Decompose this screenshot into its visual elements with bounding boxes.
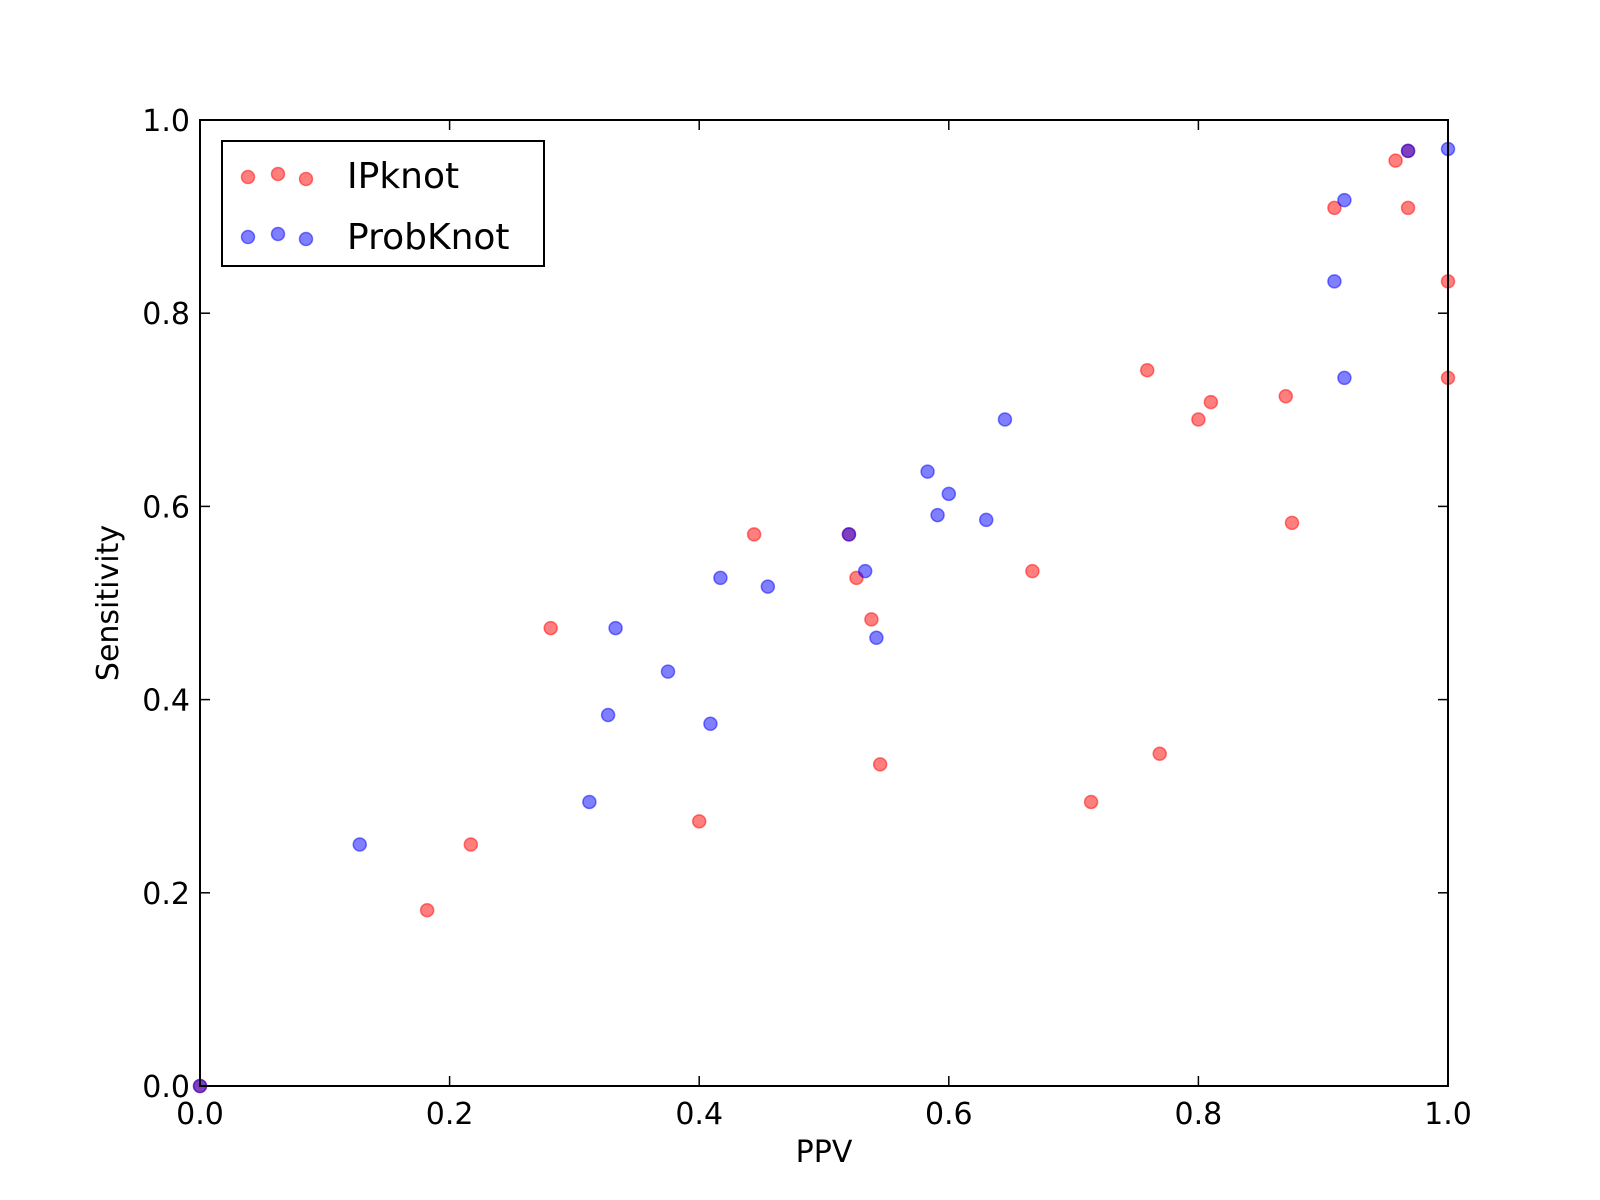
legend-marker-probknot: [298, 231, 314, 247]
x-tick-label: 0.4: [675, 1097, 723, 1132]
legend-marker-ipknot: [298, 171, 314, 187]
data-point-probknot: [352, 837, 367, 852]
legend-label-probknot: ProbKnot: [347, 217, 510, 258]
data-point-ipknot: [543, 620, 558, 636]
legend-marker-ipknot: [270, 166, 286, 182]
legend-label-ipknot: IPknot: [347, 156, 459, 197]
data-point-ipknot: [1191, 412, 1206, 427]
data-point-ipknot: [864, 612, 879, 627]
data-point-probknot: [582, 794, 597, 810]
data-point-probknot: [997, 412, 1013, 427]
data-point-probknot: [841, 527, 857, 542]
data-point-probknot: [1400, 143, 1416, 159]
data-point-probknot: [713, 570, 728, 586]
x-tick-label: 0.2: [426, 1097, 474, 1132]
data-point-probknot: [978, 512, 994, 528]
data-point-ipknot: [1152, 746, 1167, 761]
y-tick-label: 0.2: [142, 877, 190, 912]
y-tick-label: 0.0: [142, 1070, 190, 1105]
data-point-ipknot: [1284, 515, 1300, 531]
data-point-probknot: [1337, 370, 1352, 386]
series-probknot: [192, 141, 1456, 1094]
data-point-probknot: [857, 563, 873, 579]
ticks-layer: 0.0 0.2 0.4 0.6 0.8 1.0 0.0 0.2 0.4 0.6 0.8 1.0: [142, 104, 1472, 1132]
data-point-probknot: [941, 486, 957, 502]
legend-marker-probknot: [270, 226, 286, 242]
legend-frame: [221, 140, 545, 267]
x-tick-label: 1.0: [1424, 1097, 1472, 1132]
data-point-probknot: [703, 716, 718, 731]
data-point-ipknot: [1327, 200, 1342, 216]
data-point-ipknot: [1388, 153, 1403, 168]
data-point-probknot: [930, 507, 945, 523]
data-point-ipknot: [872, 757, 888, 772]
data-point-probknot: [1337, 192, 1352, 208]
x-tick-label: 0.0: [176, 1097, 224, 1132]
points-layer: [192, 141, 1456, 1094]
y-tick-label: 0.4: [142, 684, 190, 719]
data-point-probknot: [608, 620, 623, 636]
y-tick-label: 0.8: [142, 297, 190, 332]
data-point-ipknot: [691, 814, 707, 829]
y-tick-label: 0.6: [142, 490, 190, 525]
data-point-ipknot: [1025, 563, 1040, 579]
legend: IPknot ProbKnot: [221, 140, 545, 267]
data-point-probknot: [920, 464, 935, 479]
legend-marker-probknot: [240, 229, 256, 245]
data-point-probknot: [760, 579, 776, 594]
x-axis-label: PPV: [796, 1135, 853, 1170]
x-tick-label: 0.8: [1175, 1097, 1223, 1132]
data-point-probknot: [1327, 274, 1342, 289]
y-axis-label: Sensitivity: [91, 525, 126, 681]
y-tick-label: 1.0: [142, 104, 190, 139]
legend-marker-ipknot: [240, 169, 256, 185]
data-point-ipknot: [746, 527, 762, 542]
plot-frame: [199, 119, 1449, 1087]
data-point-probknot: [869, 630, 884, 646]
data-point-ipknot: [1400, 200, 1416, 216]
data-point-ipknot: [1203, 394, 1219, 410]
data-point-ipknot: [1139, 362, 1155, 378]
data-point-ipknot: [419, 902, 435, 918]
data-point-ipknot: [1278, 389, 1294, 404]
legend-markers: [240, 166, 314, 247]
x-tick-label: 0.6: [925, 1097, 973, 1132]
data-point-probknot: [600, 707, 616, 723]
data-point-ipknot: [1083, 794, 1099, 810]
data-point-ipknot: [463, 837, 479, 852]
data-point-probknot: [660, 664, 676, 679]
